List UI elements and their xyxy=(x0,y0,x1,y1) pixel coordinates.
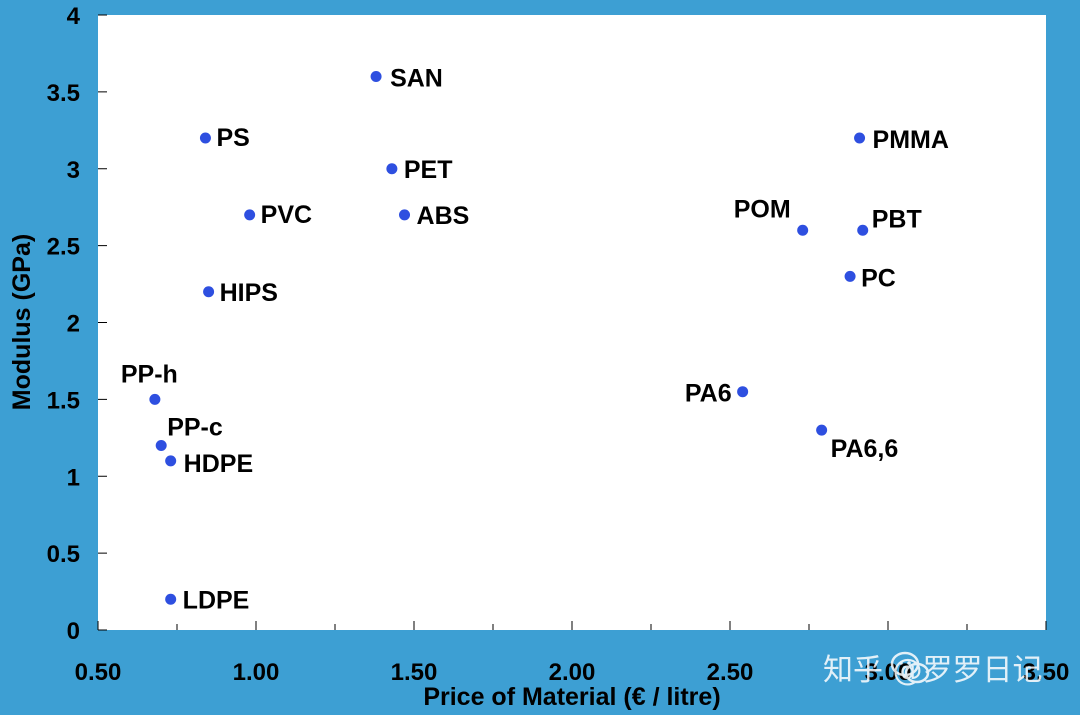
data-label-pet: PET xyxy=(404,156,453,184)
data-point-pp-c xyxy=(155,440,167,451)
data-point-pvc xyxy=(244,209,256,221)
x-tick-label: 3.00 xyxy=(865,659,912,686)
data-label-pp-h: PP-h xyxy=(121,360,178,388)
y-tick-label: 2.5 xyxy=(47,234,80,261)
x-tick-label: 2.50 xyxy=(707,659,754,686)
data-label-hdpe: HDPE xyxy=(184,450,253,478)
x-axis-title: Price of Material (€ / litre) xyxy=(423,683,720,711)
x-tick-label: 0.50 xyxy=(75,659,122,686)
data-label-pa6-6: PA6,6 xyxy=(831,435,899,463)
data-label-pbt: PBT xyxy=(872,205,922,233)
data-point-pbt xyxy=(857,224,869,236)
x-tick-label: 2.00 xyxy=(549,659,596,686)
data-label-pmma: PMMA xyxy=(873,126,949,154)
y-tick-label: 1.5 xyxy=(47,387,80,414)
plot-area xyxy=(98,15,1046,630)
wechat-bubble-icon xyxy=(890,651,930,684)
y-axis-title: Modulus (GPa) xyxy=(8,234,36,410)
y-tick-label: 2 xyxy=(67,311,80,338)
data-label-pa6: PA6 xyxy=(685,380,732,408)
watermark-text: 知乎 @罗罗日记 xyxy=(823,653,1043,688)
axis-ticks: 0.50 1.00 1.50 2.00 2.50 3.00 3.50 0 0.5 1 1.5 2 2.5… xyxy=(47,3,1070,686)
point-labels: SAN PS PET PVC ABS HIPS PP-h PP-c HDPE LDPE PMMA PO… xyxy=(121,65,949,615)
y-tick-label: 3.5 xyxy=(47,80,80,107)
data-point-ldpe xyxy=(165,593,177,605)
data-label-pc: PC xyxy=(861,264,896,292)
x-tick-label: 3.50 xyxy=(1023,659,1070,686)
watermark: 知乎 @罗罗日记 xyxy=(823,651,1043,688)
data-point-hips xyxy=(203,286,215,298)
data-label-ldpe: LDPE xyxy=(183,586,250,614)
data-label-san: SAN xyxy=(390,65,443,93)
data-point-pet xyxy=(386,163,398,175)
data-point-pp-h xyxy=(149,393,161,405)
data-point-pa6 xyxy=(737,386,749,398)
data-point-ps xyxy=(199,132,211,144)
data-label-hips: HIPS xyxy=(220,279,278,307)
data-point-pc xyxy=(844,270,856,282)
y-tick-label: 4 xyxy=(67,3,81,30)
data-point-pa6-6 xyxy=(816,424,828,436)
y-tick-label: 0 xyxy=(67,618,80,645)
data-label-pp-c: PP-c xyxy=(167,414,223,442)
data-label-ps: PS xyxy=(216,124,249,152)
y-tick-label: 1 xyxy=(67,464,80,491)
data-label-pvc: PVC xyxy=(261,201,312,229)
data-point-san xyxy=(370,71,382,82)
data-points xyxy=(149,71,869,605)
data-label-abs: ABS xyxy=(417,202,470,230)
data-point-abs xyxy=(399,209,411,221)
data-point-hdpe xyxy=(165,455,177,467)
y-tick-label: 0.5 xyxy=(47,541,80,568)
data-point-pom xyxy=(797,224,809,236)
data-label-pom: POM xyxy=(734,195,791,223)
y-tick-label: 3 xyxy=(67,157,80,184)
x-tick-label: 1.00 xyxy=(233,659,280,686)
x-tick-label: 1.50 xyxy=(391,659,438,686)
data-point-pmma xyxy=(854,132,866,144)
